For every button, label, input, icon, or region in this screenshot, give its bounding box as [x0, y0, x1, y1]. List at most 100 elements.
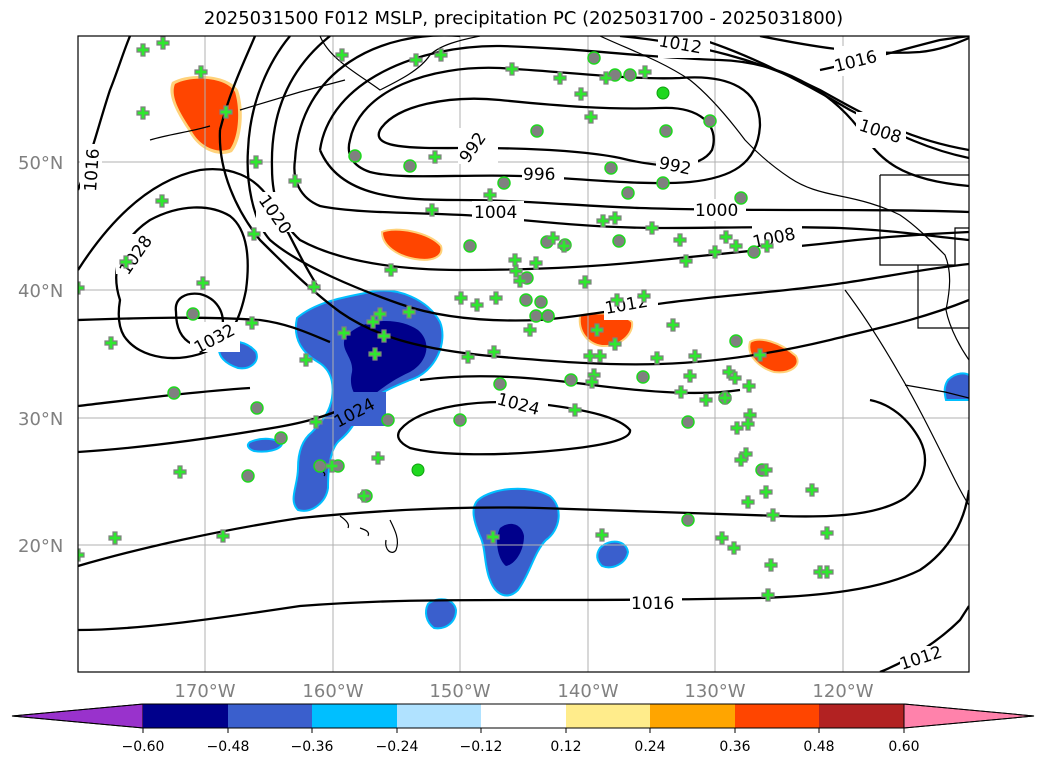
station-circle-marker	[703, 114, 717, 128]
station-circle-marker	[621, 186, 635, 200]
colorbar-segment	[481, 704, 566, 728]
colorbar-segment	[566, 704, 650, 728]
station-plus-marker	[666, 318, 680, 332]
station-plus-marker	[568, 403, 582, 417]
lat-label: 40°N	[18, 281, 63, 302]
station-circle-marker	[636, 370, 650, 384]
lat-label: 30°N	[18, 409, 63, 430]
station-plus-marker	[483, 188, 497, 202]
station-circle-marker	[587, 51, 601, 65]
station-plus-marker	[377, 329, 391, 343]
station-plus-marker	[741, 495, 755, 509]
station-plus-marker	[608, 211, 622, 225]
station-plus-marker	[196, 276, 210, 290]
station-plus-marker	[523, 323, 537, 337]
station-plus-marker	[78, 281, 85, 295]
station-plus-marker	[402, 305, 416, 319]
colorbar-tick-label: −0.48	[207, 739, 250, 755]
station-plus-marker	[425, 203, 439, 217]
precip-positive-area	[380, 228, 443, 261]
station-circle-marker	[534, 295, 548, 309]
station-circle-marker	[313, 459, 327, 473]
station-plus-marker	[715, 531, 729, 545]
station-plus-marker	[335, 48, 349, 62]
station-green-marker	[411, 463, 425, 477]
station-plus-marker	[489, 291, 503, 305]
colorbar-tick-label: 0.60	[888, 739, 919, 755]
station-plus-marker	[593, 349, 607, 363]
station-circle-marker	[250, 401, 264, 415]
station-circle-marker	[241, 469, 255, 483]
station-plus-marker	[245, 316, 259, 330]
station-plus-marker	[508, 253, 522, 267]
station-plus-marker	[373, 307, 387, 321]
precip-negative-area	[246, 437, 284, 453]
station-plus-marker	[638, 65, 652, 79]
station-plus-marker	[743, 408, 757, 422]
station-plus-marker	[673, 233, 687, 247]
lat-label: 50°N	[18, 153, 63, 174]
colorbar-segment	[650, 704, 735, 728]
station-plus-marker	[173, 465, 187, 479]
station-plus-marker	[104, 336, 118, 350]
station-plus-marker	[739, 447, 753, 461]
contour-labels: 1016 1020 1028 1032 1024 1024 992 992 99…	[80, 36, 952, 672]
station-circle-marker	[604, 161, 618, 175]
station-plus-marker	[288, 174, 302, 188]
contour-label: 1016	[81, 148, 104, 193]
colorbar-segment	[735, 704, 819, 728]
station-plus-marker	[119, 255, 133, 269]
station-plus-marker	[454, 291, 468, 305]
station-plus-marker	[610, 293, 624, 307]
station-plus-marker	[578, 275, 592, 289]
station-circle-marker	[681, 415, 695, 429]
station-plus-marker	[384, 263, 398, 277]
colorbar-segment	[397, 704, 481, 728]
station-plus-marker	[719, 230, 733, 244]
colorbar-extend-right	[903, 703, 1035, 729]
station-plus-marker	[584, 110, 598, 124]
lon-label: 170°W	[174, 681, 235, 702]
station-plus-marker	[753, 348, 767, 362]
station-markers	[78, 36, 834, 602]
station-plus-marker	[309, 415, 323, 429]
station-plus-marker	[486, 530, 500, 544]
station-circle-marker	[530, 124, 544, 138]
station-circle-marker	[656, 176, 670, 190]
colorbar-extend-left	[11, 703, 144, 729]
station-circle-marker	[497, 176, 511, 190]
colorbar: −0.60 −0.48 −0.36 −0.24 −0.12 0.12 0.24 …	[11, 703, 1035, 755]
station-circle-marker	[453, 413, 467, 427]
colorbar-segment	[312, 704, 397, 728]
map-panel: 1016 1020 1028 1032 1024 1024 992 992 99…	[78, 36, 969, 672]
station-plus-marker	[553, 71, 567, 85]
station-plus-marker	[371, 451, 385, 465]
station-circle-marker	[463, 239, 477, 253]
station-plus-marker	[708, 245, 722, 259]
colorbar-ticks	[142, 728, 905, 733]
isobar-1024	[78, 375, 741, 456]
contour-label: 1016	[631, 594, 674, 614]
station-circle-marker	[747, 245, 761, 259]
station-circle-marker	[659, 124, 673, 138]
colorbar-tick-label: 0.36	[719, 739, 750, 755]
station-plus-marker	[760, 239, 774, 253]
station-plus-marker	[820, 526, 834, 540]
station-circle-marker	[681, 513, 695, 527]
lon-label: 140°W	[557, 681, 618, 702]
station-plus-marker	[357, 489, 371, 503]
station-plus-marker	[136, 106, 150, 120]
station-plus-marker	[325, 459, 339, 473]
station-circle-marker	[564, 373, 578, 387]
station-circle-marker	[348, 149, 362, 163]
station-circle-marker	[167, 386, 181, 400]
station-plus-marker	[428, 150, 442, 164]
station-circle-marker	[612, 234, 626, 248]
colorbar-segment	[228, 704, 312, 728]
station-plus-marker	[764, 558, 778, 572]
station-plus-marker	[741, 417, 755, 431]
station-plus-marker	[136, 43, 150, 57]
colorbar-segment	[819, 704, 904, 728]
station-plus-marker	[742, 379, 756, 393]
